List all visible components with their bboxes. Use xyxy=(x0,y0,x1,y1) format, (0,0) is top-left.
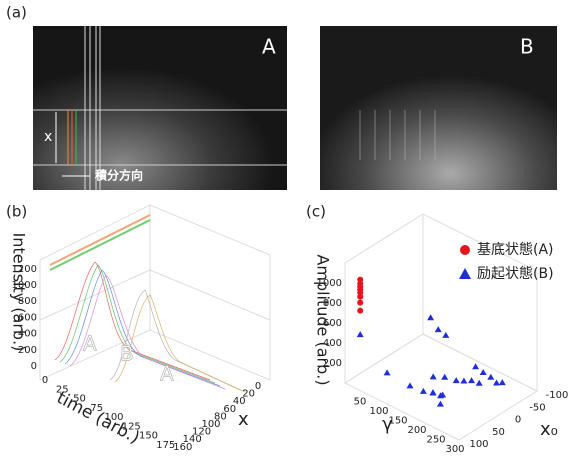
z-tick-label: 200 xyxy=(323,358,342,369)
point xyxy=(499,379,506,385)
x-label: x xyxy=(44,129,52,145)
time-tick-label: 150 xyxy=(139,431,158,442)
z-tick-label: 600 xyxy=(323,318,342,329)
panel-label: (c) xyxy=(306,203,326,221)
legend-label: 基底状態(A) xyxy=(477,241,554,258)
z-tick-label: 1200 xyxy=(12,264,37,275)
axis-label: x₀ xyxy=(540,419,558,440)
z-tick-label: 400 xyxy=(18,329,37,340)
panel-label: (a) xyxy=(6,4,27,22)
y-tick-label: 100 xyxy=(469,439,488,450)
intensity-curves xyxy=(50,215,245,392)
point xyxy=(480,369,487,375)
point xyxy=(435,326,442,332)
photo-label: B xyxy=(520,35,534,59)
time-tick-label: 50 xyxy=(73,394,86,405)
point xyxy=(357,277,363,283)
y-tick-label: 50 xyxy=(492,427,505,438)
point xyxy=(420,388,427,394)
photo-label: A xyxy=(262,35,276,59)
annotation: A xyxy=(83,332,97,356)
point xyxy=(407,382,414,388)
point xyxy=(427,314,434,320)
legend-marker xyxy=(460,245,470,255)
point xyxy=(453,377,460,383)
legend-marker xyxy=(459,268,471,279)
x-tick-label: 250 xyxy=(426,435,445,446)
point xyxy=(441,374,448,380)
y-tick-label: -50 xyxy=(529,402,545,413)
time-tick-label: 0 xyxy=(42,375,48,386)
panel-label: (b) xyxy=(6,203,27,221)
z-tick-label: 0 xyxy=(31,361,37,372)
x-tick-label: 160 xyxy=(173,442,192,453)
point xyxy=(430,373,437,379)
y-tick-label: -100 xyxy=(546,390,569,401)
z-tick-label: 1000 xyxy=(317,278,342,289)
z-tick-label: 400 xyxy=(323,338,342,349)
point xyxy=(487,374,494,380)
x-tick-label: 300 xyxy=(445,444,464,455)
point xyxy=(460,378,467,384)
point xyxy=(476,380,483,386)
time-tick-label: 25 xyxy=(56,384,69,395)
annotation: B xyxy=(120,342,134,366)
legend-label: 励起状態(B) xyxy=(477,266,554,282)
point xyxy=(437,401,444,407)
point xyxy=(430,389,437,395)
z-tick-label: 800 xyxy=(323,298,342,309)
figure: (a) x 積分方向 A B (b) Intensity xyxy=(0,0,580,457)
arrow-label: 積分方向 xyxy=(94,168,143,183)
x-tick-label: 150 xyxy=(388,416,407,427)
x-tick-label: 100 xyxy=(369,406,388,417)
point xyxy=(442,332,449,338)
point xyxy=(493,379,500,385)
y-tick-label: 0 xyxy=(515,415,521,426)
annotation: A xyxy=(160,362,174,386)
time-tick-label: 75 xyxy=(90,403,103,414)
axis-label: time (arb.) xyxy=(53,388,142,448)
time-tick-label: 125 xyxy=(122,421,141,432)
point xyxy=(468,377,475,383)
z-tick-label: 800 xyxy=(18,296,37,307)
z-tick-label: 600 xyxy=(18,312,37,323)
axis-label: x xyxy=(238,409,249,430)
box-b xyxy=(40,205,270,380)
point xyxy=(357,300,363,306)
time-tick-label: 100 xyxy=(104,412,123,423)
z-tick-label: 1000 xyxy=(12,280,37,291)
point xyxy=(472,363,479,369)
x-tick-label: 0 xyxy=(255,381,261,392)
point xyxy=(384,369,391,375)
point xyxy=(357,308,363,314)
z-tick-label: 200 xyxy=(18,345,37,356)
point xyxy=(357,331,364,337)
x-tick-label: 200 xyxy=(407,425,426,436)
x-tick-label: 50 xyxy=(354,397,367,408)
